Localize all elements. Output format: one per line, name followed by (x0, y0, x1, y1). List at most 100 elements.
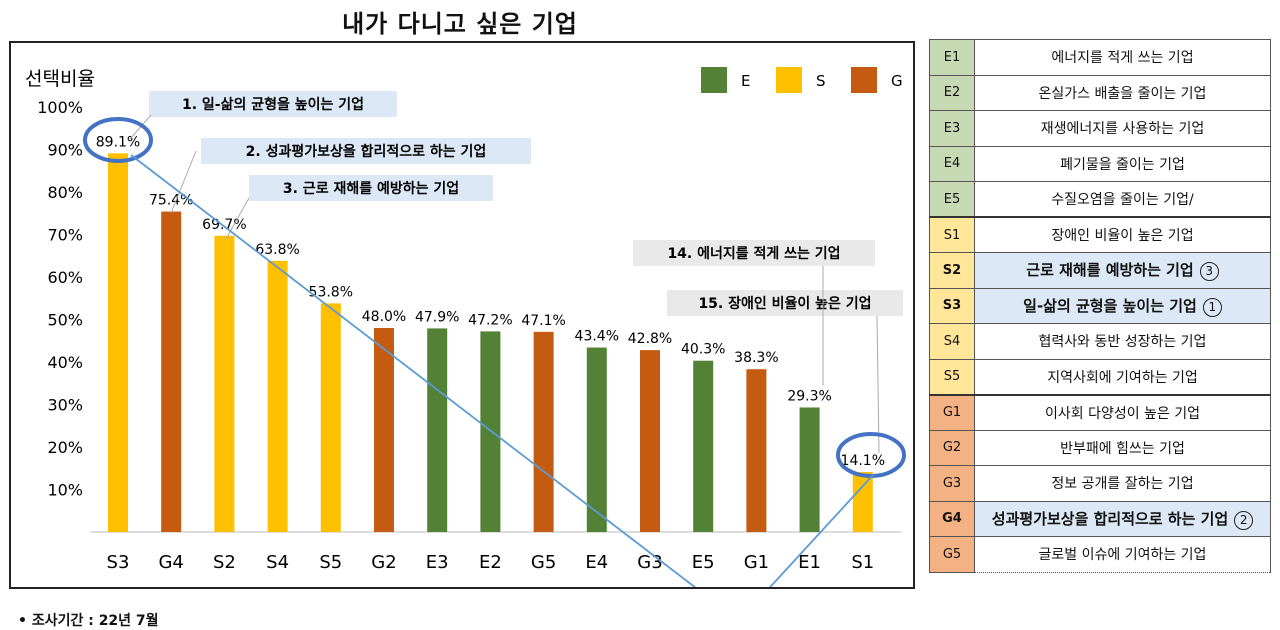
x-tick-label: S4 (266, 552, 289, 573)
legend-row-S4: S4 협력사와 동반 성장하는 기업 (929, 323, 1271, 360)
legend-description: 지역사회에 기여하는 기업 (974, 358, 1271, 396)
survey-period-note: • 조사기간 : 22년 7월 (18, 613, 159, 629)
annotation-box (667, 290, 903, 316)
bar-S3 (108, 153, 128, 532)
annotation-box (149, 91, 397, 117)
y-tick-label: 90% (47, 141, 83, 160)
y-tick-label: 50% (47, 311, 83, 330)
bar-G1 (746, 369, 767, 532)
legend-code: G3 (929, 465, 975, 502)
bar-S5 (320, 303, 341, 532)
legend-row-E2: E2 온실가스 배출을 줄이는 기업 (929, 74, 1271, 111)
y-tick-label: 30% (47, 396, 83, 415)
bar-G5 (533, 331, 554, 532)
annotation-leader-line (170, 150, 197, 214)
legend-description-text: 반부패에 힘쓰는 기업 (1060, 440, 1185, 457)
rank-badge: 3 (1199, 262, 1219, 282)
legend-code: E1 (929, 39, 975, 76)
legend-code: G1 (929, 394, 975, 431)
rank-badge: 2 (1234, 510, 1254, 530)
legend-description-text: 수질오염을 줄이는 기업/ (1051, 192, 1194, 208)
legend-description: 글로벌 이슈에 기여하는 기업 (974, 536, 1271, 573)
y-tick-label: 80% (47, 183, 83, 202)
y-tick-label: 20% (47, 438, 83, 457)
trend-arrow (130, 154, 697, 587)
legend-code: G5 (929, 536, 975, 573)
bar-S1 (852, 472, 873, 532)
x-tick-label: G4 (158, 552, 183, 573)
legend-description-text: 지역사회에 기여하는 기업 (1047, 369, 1198, 386)
data-label-G2: 48.0% (362, 309, 406, 325)
x-tick-label: S3 (107, 552, 130, 573)
bar-E5 (693, 360, 714, 532)
annotation-label: 1. 일-삶의 균형을 높이는 기업 (182, 96, 364, 113)
legend-code: S4 (929, 323, 975, 360)
item-legend-table: E1 에너지를 적게 쓰는 기업 E2 온실가스 배출을 줄이는 기업 E3 재생에너지를… (929, 39, 1271, 573)
chart-area: 선택비율 10% 20% 30% 40% 50% 60% 70% 80% 90% 100% 89.1%… (9, 41, 915, 589)
legend-swatch-G (851, 67, 877, 93)
legend-description: 수질오염을 줄이는 기업/ (974, 181, 1271, 218)
legend-row-E3: E3 재생에너지를 사용하는 기업 (929, 110, 1271, 147)
legend-row-E1: E1 에너지를 적게 쓰는 기업 (929, 39, 1271, 76)
legend-description: 재생에너지를 사용하는 기업 (974, 110, 1271, 147)
x-tick-label: G2 (371, 552, 396, 573)
legend-description: 반부패에 힘쓰는 기업 (974, 429, 1271, 466)
data-label-S4: 63.8% (255, 242, 299, 258)
legend-label-E: E (741, 72, 750, 90)
legend-description: 성과평가보상을 합리적으로 하는 기업 2 (974, 500, 1271, 537)
data-label-E1: 29.3% (787, 388, 831, 404)
legend-description-text: 성과평가보상을 합리적으로 하는 기업 (991, 509, 1229, 528)
legend-description-text: 협력사와 동반 성장하는 기업 (1038, 334, 1207, 351)
data-label-G3: 42.8% (628, 331, 672, 347)
annotation-label: 3. 근로 재해를 예방하는 기업 (283, 180, 459, 197)
y-tick-label: 40% (47, 353, 83, 372)
legend-description-text: 재생에너지를 사용하는 기업 (1040, 121, 1205, 138)
legend-code: E4 (929, 145, 975, 182)
legend-row-E4: E4 폐기물을 줄이는 기업 (929, 145, 1271, 182)
bar-E4 (586, 347, 607, 532)
bar-S4 (267, 260, 288, 532)
x-tick-label: S5 (319, 552, 342, 573)
legend-description-text: 근로 재해를 예방하는 기업 (1026, 261, 1194, 280)
y-tick-label: 70% (47, 226, 83, 245)
bar-G3 (640, 350, 660, 532)
legend-description: 폐기물을 줄이는 기업 (974, 145, 1271, 182)
x-tick-label: G3 (637, 552, 662, 573)
y-tick-label: 10% (47, 481, 83, 500)
legend-row-G3: G3 정보 공개를 잘하는 기업 (929, 465, 1271, 502)
legend-description: 정보 공개를 잘하는 기업 (974, 465, 1271, 502)
x-tick-label: E3 (426, 552, 449, 573)
data-label-E3: 47.9% (415, 309, 459, 325)
annotation-label: 14. 에너지를 적게 쓰는 기업 (667, 245, 840, 262)
annotation-leader-line (876, 315, 880, 454)
trend-arrow (768, 474, 874, 587)
legend-description: 일-삶의 균형을 높이는 기업 1 (974, 287, 1271, 324)
bar-chart: 선택비율 10% 20% 30% 40% 50% 60% 70% 80% 90% 100% 89.1%… (25, 67, 906, 587)
legend-description: 협력사와 동반 성장하는 기업 (974, 323, 1271, 360)
legend-row-G5: G5 글로벌 이슈에 기여하는 기업 (929, 536, 1271, 573)
bar-G4 (161, 211, 182, 533)
legend-row-S3: S3 일-삶의 균형을 높이는 기업 1 (929, 287, 1271, 324)
data-label-S2: 69.7% (202, 217, 246, 233)
x-tick-label: G5 (531, 552, 556, 573)
legend-row-S1: S1 장애인 비율이 높은 기업 (929, 216, 1271, 253)
legend-swatch-S (776, 67, 802, 93)
legend-description-text: 일-삶의 균형을 높이는 기업 (1023, 296, 1197, 315)
data-label-G4: 75.4% (149, 193, 193, 209)
legend-code: S2 (929, 252, 975, 289)
x-tick-label: G1 (744, 552, 769, 573)
x-tick-label: S2 (213, 552, 236, 573)
annotation-box (201, 138, 531, 164)
annotation-box (633, 240, 875, 266)
legend-code: S1 (929, 216, 975, 253)
data-label-G5: 47.1% (521, 313, 565, 329)
legend-description-text: 이사회 다양성이 높은 기업 (1044, 405, 1201, 422)
annotation-leader-line (225, 197, 250, 240)
y-tick-label: 100% (37, 98, 83, 117)
annotation-label: 2. 성과평가보상을 합리적으로 하는 기업 (246, 143, 487, 160)
data-label-G1: 38.3% (734, 350, 778, 366)
legend-description-text: 글로벌 이슈에 기여하는 기업 (1038, 547, 1207, 564)
legend-code: G2 (929, 429, 975, 466)
legend-description: 온실가스 배출을 줄이는 기업 (974, 74, 1271, 111)
data-label-S1: 14.1% (841, 453, 885, 469)
